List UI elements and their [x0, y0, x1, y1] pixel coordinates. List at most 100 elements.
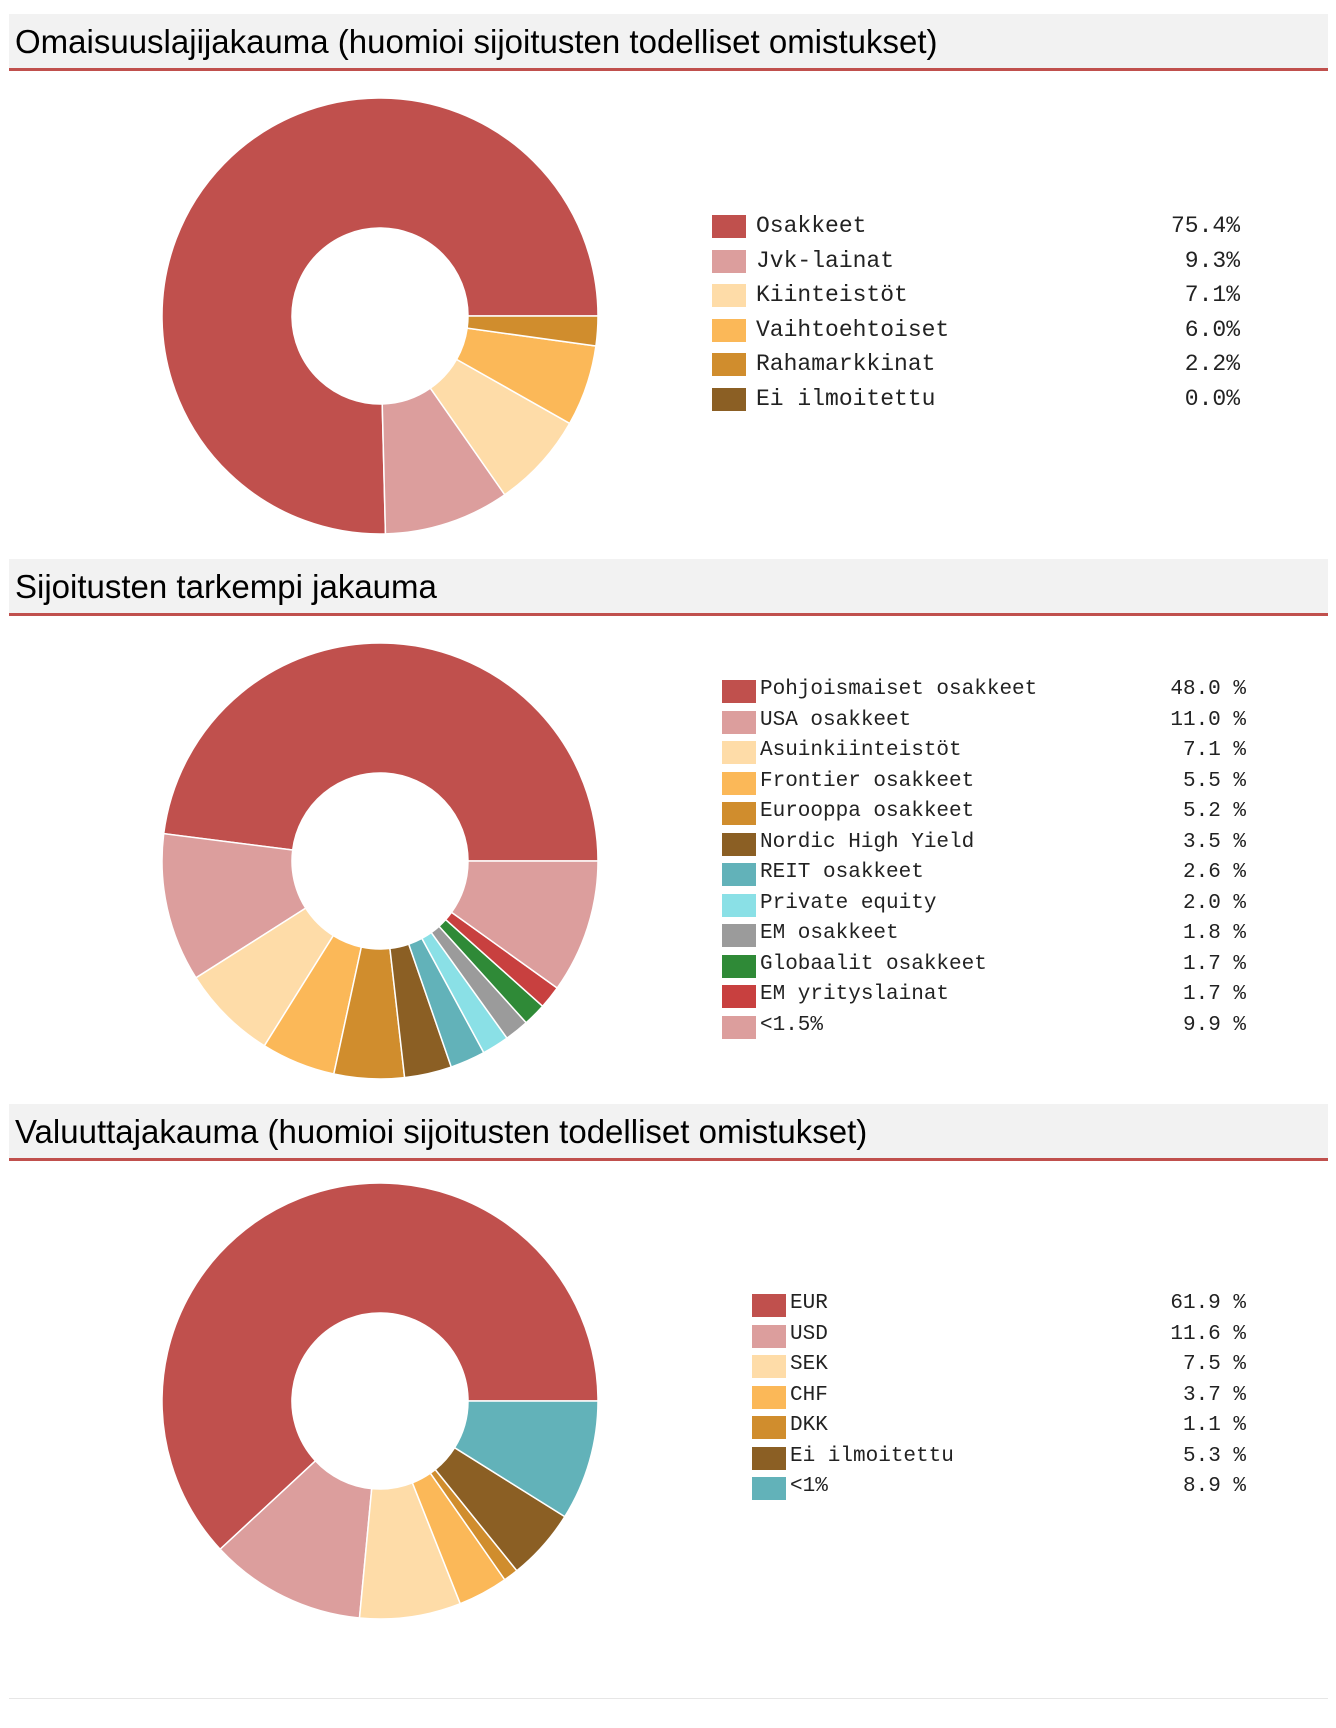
legend-label: Kiinteistöt [756, 282, 908, 308]
legend-value: 1.1 % [1182, 1414, 1246, 1437]
holdings-legend: Pohjoismaiset osakkeet 48.0 % USA osakkeet… [722, 678, 1262, 1042]
legend-label: Frontier osakkeet [760, 769, 975, 793]
legend-label: Vaihtoehtoiset [756, 316, 950, 343]
legend-item: EM osakkeet 1.8 % [722, 922, 1262, 950]
legend-swatch [722, 893, 756, 917]
legend-label: Private equity [760, 891, 937, 915]
legend-value: 1.7 % [1182, 983, 1246, 1006]
legend-item: Jvk-lainat 9.3% [712, 247, 1252, 276]
legend-value: 7.1 % [1182, 739, 1246, 762]
legend-item: Asuinkiinteistöt 7.1 % [722, 739, 1262, 767]
legend-value: 6.0% [1184, 316, 1240, 343]
legend-swatch [752, 1477, 786, 1500]
legend-label: SEK [790, 1353, 828, 1376]
legend-item: Globaalit osakkeet 1.7 % [722, 952, 1262, 981]
section-3-header: Valuuttajakauma (huomioi sijoitusten tod… [9, 1104, 1328, 1161]
slice-1-5 [450, 860, 599, 990]
section-3-title: Valuuttajakauma (huomioi sijoitusten tod… [15, 1113, 868, 1150]
section-1-title: Omaisuuslajijakauma (huomioi sijoitusten… [15, 23, 938, 60]
legend-swatch [752, 1446, 786, 1470]
legend-item: EUR 61.9 % [752, 1292, 1292, 1320]
legend-label: EM yrityslainat [760, 983, 950, 1006]
legend-item: Rahamarkkinat 2.2% [712, 351, 1252, 379]
legend-item: Vaihtoehtoiset 6.0% [712, 316, 1252, 345]
legend-swatch [752, 1355, 786, 1378]
legend-swatch [752, 1385, 786, 1409]
legend-item: <1% 8.9 % [752, 1475, 1292, 1503]
legend-value: 1.7 % [1182, 952, 1246, 976]
legend-value: 2.0 % [1182, 891, 1246, 915]
legend-item: Pohjoismaiset osakkeet 48.0 % [722, 678, 1262, 706]
legend-label: Asuinkiinteistöt [760, 739, 962, 762]
currency-legend: EUR 61.9 % USD 11.6 % SEK 7.5 % CHF 3.7 % DKK 1.1… [752, 1292, 1252, 1514]
legend-value: 75.4% [1170, 213, 1240, 239]
legend-label: USD [790, 1322, 828, 1346]
legend-label: EM osakkeet [760, 922, 899, 945]
legend-value: 11.0 % [1170, 708, 1246, 732]
legend-item: Private equity 2.0 % [722, 891, 1262, 920]
legend-item: Ei ilmoitettu 5.3 % [752, 1444, 1292, 1473]
legend-label: CHF [790, 1383, 828, 1407]
legend-value: 11.6 % [1170, 1322, 1246, 1346]
legend-label: Jvk-lainat [756, 247, 895, 274]
legend-swatch [722, 924, 756, 947]
legend-swatch [712, 387, 746, 411]
legend-value: 9.9 % [1182, 1013, 1246, 1037]
legend-value: 7.5 % [1182, 1353, 1246, 1376]
asset-class-donut-chart [161, 97, 599, 535]
legend-item: REIT osakkeet 2.6 % [722, 861, 1262, 889]
legend-value: 2.6 % [1182, 861, 1246, 884]
legend-swatch [722, 985, 756, 1008]
legend-label: Rahamarkkinat [756, 351, 936, 377]
legend-label: Globaalit osakkeet [760, 952, 987, 976]
section-2-title: Sijoitusten tarkempi jakauma [15, 568, 437, 605]
legend-swatch [752, 1416, 786, 1439]
legend-label: Ei ilmoitettu [756, 385, 936, 412]
legend-value: 5.3 % [1182, 1444, 1246, 1468]
legend-swatch [722, 680, 756, 703]
legend-value: 5.5 % [1182, 769, 1246, 793]
legend-item: SEK 7.5 % [752, 1353, 1292, 1381]
legend-swatch [722, 832, 756, 856]
legend-label: DKK [790, 1414, 828, 1437]
legend-value: 2.2% [1184, 351, 1240, 377]
legend-swatch [712, 318, 746, 342]
legend-item: USA osakkeet 11.0 % [722, 708, 1262, 737]
footer-divider [9, 1698, 1328, 1699]
legend-item: USD 11.6 % [752, 1322, 1292, 1351]
legend-label: Osakkeet [756, 213, 867, 239]
legend-value: 3.7 % [1182, 1383, 1246, 1407]
section-2-header: Sijoitusten tarkempi jakauma [9, 559, 1328, 616]
legend-item: <1.5% 9.9 % [722, 1013, 1262, 1042]
legend-label: USA osakkeet [760, 708, 912, 732]
legend-label: Eurooppa osakkeet [760, 800, 975, 823]
slice-osakkeet [161, 97, 599, 535]
slice-pohjoismaiset-osakkeet [162, 642, 599, 862]
legend-value: 0.0% [1184, 385, 1240, 412]
legend-item: Ei ilmoitettu 0.0% [712, 385, 1252, 414]
legend-label: <1.5% [760, 1013, 824, 1037]
legend-item: Eurooppa osakkeet 5.2 % [722, 800, 1262, 828]
legend-value: 7.1% [1184, 282, 1240, 308]
legend-swatch [722, 863, 756, 886]
legend-value: 61.9 % [1170, 1292, 1246, 1315]
slice-eur [161, 1182, 599, 1551]
legend-swatch [722, 771, 756, 795]
legend-value: 48.0 % [1170, 678, 1246, 701]
legend-item: Osakkeet 75.4% [712, 213, 1252, 241]
legend-value: 5.2 % [1182, 800, 1246, 823]
legend-item: EM yrityslainat 1.7 % [722, 983, 1262, 1011]
legend-label: EUR [790, 1292, 828, 1315]
slice-rahamarkkinat [466, 315, 599, 347]
slice-1 [453, 1400, 599, 1518]
legend-item: Frontier osakkeet 5.5 % [722, 769, 1262, 798]
legend-item: DKK 1.1 % [752, 1414, 1292, 1442]
section-1-header: Omaisuuslajijakauma (huomioi sijoitusten… [9, 14, 1328, 71]
legend-label: Pohjoismaiset osakkeet [760, 678, 1038, 701]
legend-value: 3.5 % [1182, 830, 1246, 854]
legend-swatch [752, 1294, 786, 1317]
legend-swatch [722, 741, 756, 764]
legend-item: Kiinteistöt 7.1% [712, 282, 1252, 310]
legend-swatch [722, 954, 756, 978]
legend-swatch [712, 249, 746, 273]
